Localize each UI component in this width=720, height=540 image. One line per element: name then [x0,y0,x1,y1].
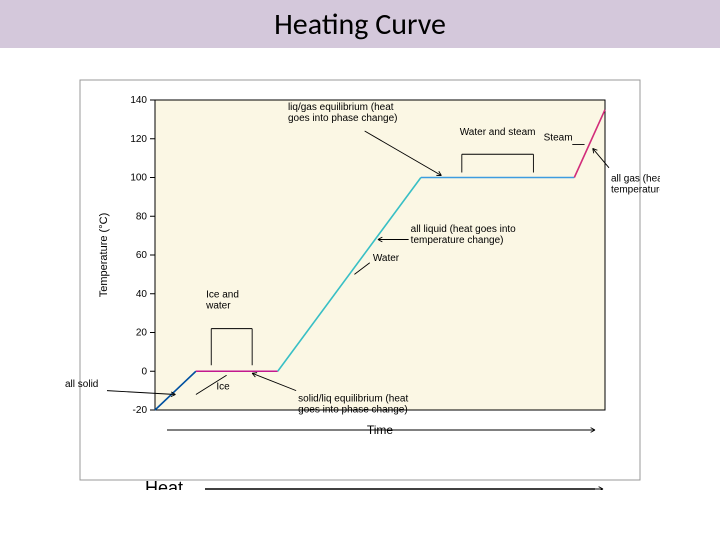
svg-text:goes into phase change): goes into phase change) [288,113,398,124]
svg-text:60: 60 [136,250,148,261]
svg-text:-20: -20 [133,405,148,416]
svg-text:Steam: Steam [544,133,573,144]
svg-text:40: 40 [136,289,148,300]
svg-text:temperature change): temperature change) [411,235,504,246]
svg-text:Temperature (°C): Temperature (°C) [98,213,110,297]
svg-text:solid/liq equilibrium (heat: solid/liq equilibrium (heat [298,393,408,404]
svg-text:water: water [205,301,231,312]
svg-text:20: 20 [136,328,148,339]
svg-text:Heat: Heat [145,478,183,490]
heating-curve-chart: -20 0 20 40 60 80 100 120 140 Temperature (°C) Ice… [60,70,660,490]
svg-text:all liquid (heat goes into: all liquid (heat goes into [411,224,517,235]
svg-text:all solid: all solid [65,379,98,390]
svg-text:Water: Water [373,253,400,264]
svg-text:0: 0 [141,366,147,377]
svg-text:100: 100 [130,173,147,184]
svg-text:Ice and: Ice and [206,290,239,301]
title-bar: Heating Curve [0,0,720,48]
svg-text:Ice: Ice [216,381,230,392]
svg-text:temperature change): temperature change) [611,184,660,195]
svg-text:liq/gas equilibrium (heat: liq/gas equilibrium (heat [288,102,394,113]
svg-text:goes into phase change): goes into phase change) [298,404,408,415]
svg-text:120: 120 [130,134,147,145]
svg-text:140: 140 [130,95,147,106]
svg-text:Time: Time [367,423,394,437]
page-title: Heating Curve [274,6,446,43]
svg-text:all gas (heat goes into: all gas (heat goes into [611,173,660,184]
svg-text:Water and steam: Water and steam [460,127,536,138]
svg-text:80: 80 [136,211,148,222]
